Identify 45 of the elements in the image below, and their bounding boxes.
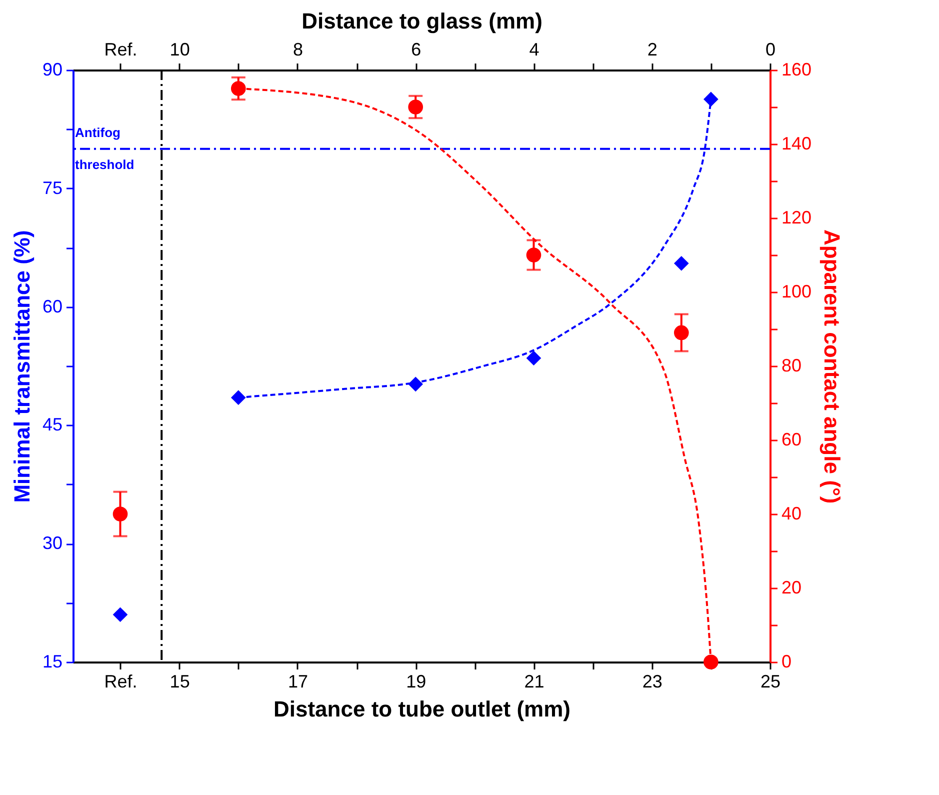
point: [112, 506, 128, 522]
y2-tick-label: 100: [782, 282, 812, 302]
point: [408, 100, 424, 114]
x2-tick-label: 6: [411, 40, 422, 60]
y-tick-label: 75: [42, 178, 62, 198]
y-tick-label: 60: [42, 296, 62, 316]
x-tick-label: Ref.: [104, 672, 138, 692]
x-tick-label: 21: [524, 672, 544, 692]
y2-tick-label: 40: [782, 504, 802, 524]
point: [230, 81, 246, 96]
y2-tick-label: 0: [782, 652, 792, 672]
y-tick-label: 90: [42, 60, 62, 80]
y2-tick-label: 80: [782, 356, 802, 376]
y2-tick-label: 160: [782, 60, 812, 80]
y2-tick-label: 60: [782, 430, 802, 450]
x-tick-label: 17: [288, 672, 308, 692]
x-axis-title: Distance to tube outlet (mm): [273, 696, 571, 722]
text: Antifog threshold: [75, 124, 134, 172]
x2-tick-label: 0: [765, 40, 776, 60]
point: [112, 607, 128, 622]
y2-tick-label: 20: [782, 578, 802, 598]
point: [526, 350, 542, 366]
point: [674, 325, 689, 340]
x2-tick-label: 4: [529, 40, 540, 60]
x2-axis-title: Distance to glass (mm): [302, 8, 542, 34]
x-tick-label: 15: [170, 672, 190, 692]
x2-tick-label: 10: [170, 40, 190, 60]
y-tick-label: 45: [42, 414, 62, 435]
y2-tick-label: 140: [782, 134, 812, 154]
point: [704, 92, 718, 107]
x-tick-label: 25: [760, 672, 781, 692]
y-tick-label: 30: [42, 533, 62, 554]
x-tick-label: 23: [642, 672, 662, 692]
x2-tick-label: 2: [647, 40, 658, 60]
x2-tick-label: 8: [292, 40, 303, 60]
point: [230, 390, 246, 405]
y2-axis-title: Apparent contact angle (°): [820, 229, 845, 504]
x-tick-label: 19: [406, 672, 426, 692]
x2-tick-label: Ref.: [104, 40, 138, 60]
y-tick-label: 15: [42, 652, 62, 672]
point: [704, 654, 718, 670]
point: [674, 256, 689, 271]
point: [526, 248, 542, 262]
y-axis-title: Minimal transmittance (%): [9, 230, 34, 503]
y2-tick-label: 120: [782, 208, 812, 228]
